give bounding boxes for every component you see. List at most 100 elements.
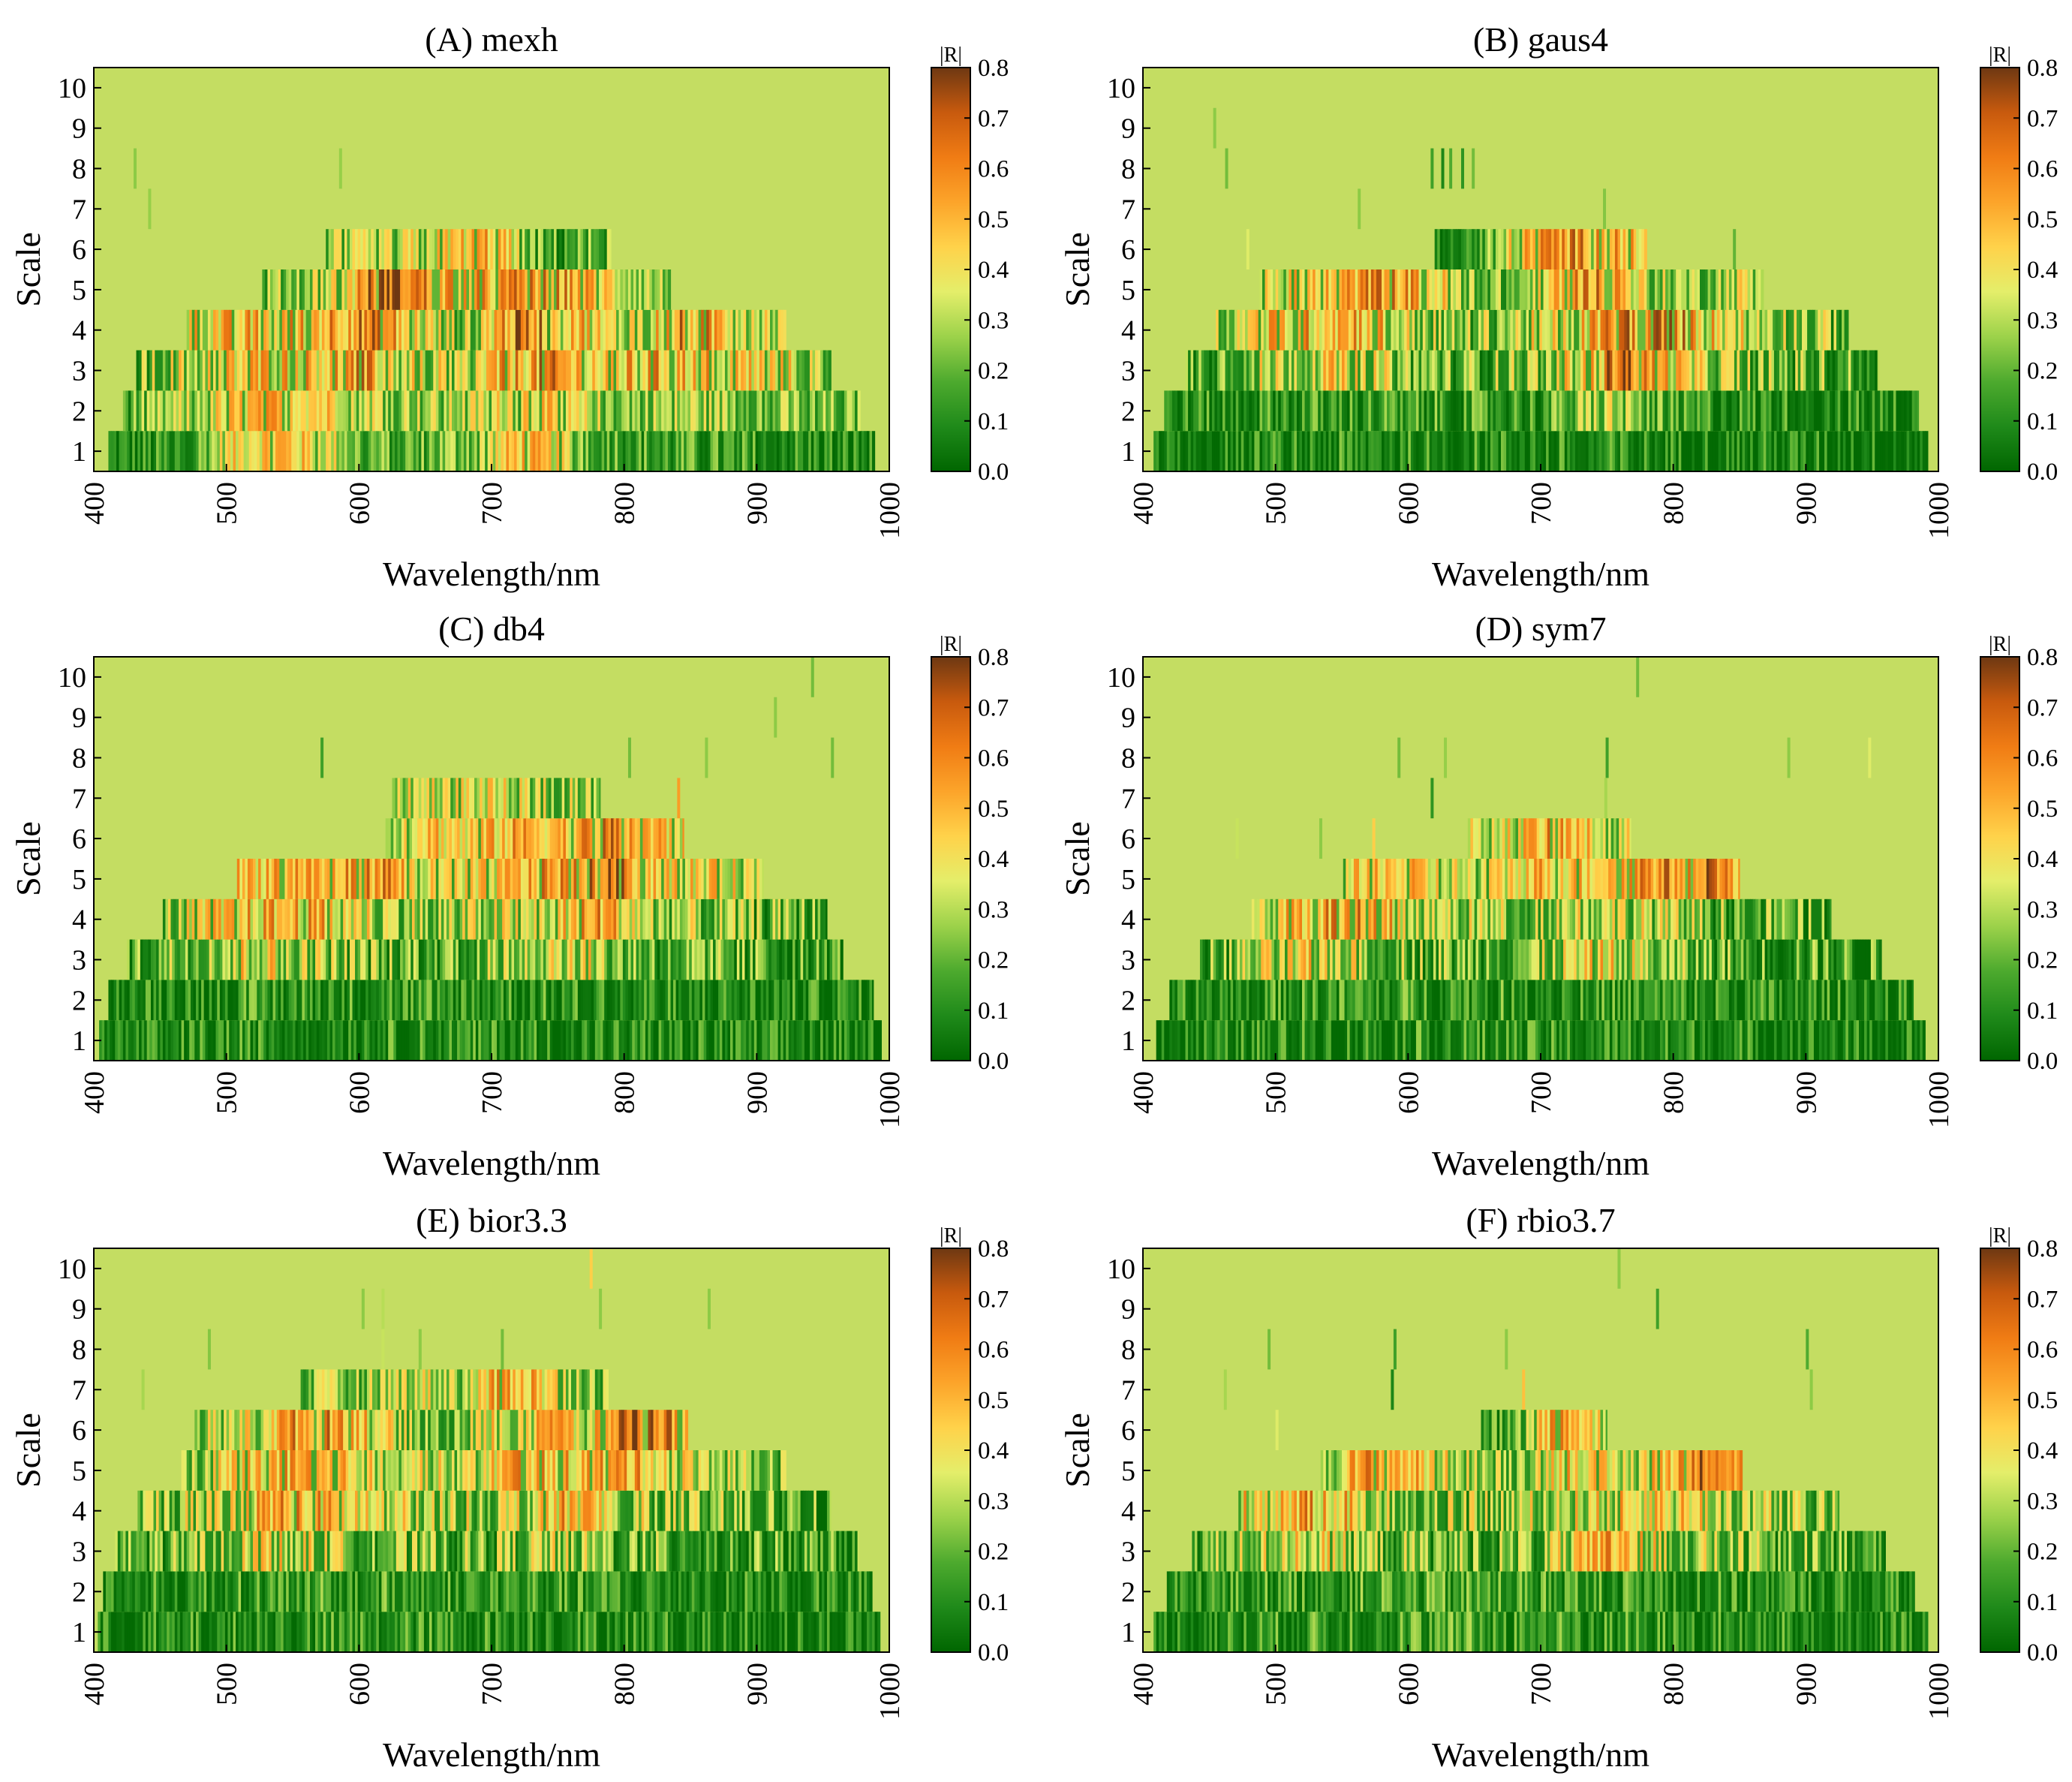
heatmap-cell	[1638, 431, 1642, 471]
heatmap-cell	[426, 229, 430, 269]
heatmap-cell	[1235, 1020, 1239, 1061]
heatmap-cell	[1356, 309, 1360, 351]
heatmap-cell	[507, 1020, 511, 1061]
heatmap-cell	[300, 309, 304, 351]
colorbar-tick-label: 0.6	[978, 745, 1009, 772]
heatmap-cell	[588, 939, 592, 980]
heatmap-cell	[1434, 229, 1438, 269]
heatmap-cell	[1161, 431, 1165, 471]
heatmap-cell	[1344, 431, 1348, 471]
heatmap-cell	[1315, 350, 1319, 391]
heatmap-cell	[571, 818, 575, 859]
heatmap-cell	[413, 431, 417, 471]
heatmap-cell	[1498, 431, 1502, 471]
heatmap-cell	[807, 1020, 810, 1061]
heatmap-cell	[1336, 980, 1340, 1021]
heatmap-cell	[308, 859, 312, 899]
heatmap-cell	[255, 390, 259, 432]
heatmap-cell	[1788, 309, 1792, 351]
heatmap-cell	[1216, 431, 1221, 471]
heatmap-cell	[1572, 431, 1576, 471]
heatmap-cell	[561, 980, 565, 1021]
heatmap-cell	[1547, 309, 1550, 351]
heatmap-cell	[230, 939, 234, 980]
y-tick-label: 3	[1121, 356, 1135, 387]
heatmap-cell	[525, 1020, 530, 1061]
heatmap-cell	[1304, 350, 1308, 391]
heatmap-cell	[613, 309, 617, 351]
heatmap-cell	[1636, 390, 1640, 432]
heatmap-cell	[1835, 350, 1839, 391]
heatmap-cell	[1328, 980, 1332, 1021]
heatmap-cell	[1689, 980, 1692, 1021]
heatmap-cell	[1445, 269, 1448, 310]
heatmap-cell	[1429, 431, 1433, 471]
heatmap-cell	[840, 431, 844, 471]
heatmap-cell	[730, 390, 734, 432]
heatmap-cell	[1740, 980, 1743, 1021]
heatmap-cell	[471, 229, 475, 269]
heatmap-cell	[1671, 309, 1676, 351]
heatmap-cell	[207, 1020, 212, 1061]
heatmap-cell	[528, 350, 532, 391]
heatmap-cell	[1211, 980, 1215, 1021]
heatmap-cell	[1463, 229, 1467, 269]
heatmap-cell	[316, 1020, 320, 1061]
heatmap-cell	[679, 859, 683, 899]
heatmap-cell	[305, 859, 309, 899]
heatmap-cell	[1899, 390, 1902, 432]
heatmap-cell	[1564, 229, 1568, 269]
heatmap-cell	[1270, 269, 1274, 310]
heatmap-cell	[847, 390, 850, 432]
heatmap-cell	[585, 778, 589, 819]
heatmap-cell	[457, 350, 461, 391]
heatmap-cell	[272, 980, 276, 1021]
heatmap-cell	[1830, 350, 1833, 391]
heatmap-cell	[1427, 431, 1430, 471]
heatmap-cell	[1397, 350, 1401, 391]
heatmap-cell	[321, 309, 325, 351]
heatmap-cell	[1605, 309, 1609, 351]
heatmap-cell	[1448, 980, 1451, 1021]
heatmap-cell	[1373, 350, 1377, 391]
heatmap-cell	[1331, 431, 1334, 471]
heatmap-cell	[677, 309, 681, 351]
heatmap-cell	[687, 350, 691, 391]
heatmap-cell	[311, 390, 314, 432]
heatmap-cell	[281, 350, 285, 391]
heatmap-cell	[281, 899, 285, 940]
heatmap-cell	[287, 899, 291, 940]
y-tick-label: 6	[72, 234, 86, 266]
heatmap-cell	[693, 350, 696, 391]
heatmap-cell	[1790, 350, 1794, 391]
heatmap-cell	[397, 939, 401, 980]
heatmap-cell	[426, 431, 430, 471]
heatmap-cell	[205, 390, 209, 432]
colorbar-tick-label: 0.4	[978, 257, 1009, 284]
heatmap-cell	[1392, 1020, 1396, 1061]
heatmap-cell	[462, 1020, 466, 1061]
heatmap-cell	[1536, 309, 1540, 351]
heatmap-cell	[466, 431, 470, 471]
heatmap-cell	[458, 269, 462, 310]
heatmap-cell	[213, 309, 217, 351]
heatmap-cell	[1601, 269, 1605, 310]
heatmap-cell	[1787, 1020, 1791, 1061]
heatmap-cell	[871, 1020, 874, 1061]
heatmap-cell	[478, 390, 482, 432]
colorbar-tick-label: 0.0	[2027, 459, 2058, 486]
heatmap-cell	[311, 350, 314, 391]
heatmap-cell	[1890, 390, 1894, 432]
heatmap-cell	[1556, 1020, 1560, 1061]
heatmap-cell	[1697, 390, 1701, 432]
heatmap-cell	[128, 1020, 132, 1061]
heatmap-cell	[176, 390, 179, 432]
heatmap-cell	[1484, 390, 1488, 432]
heatmap-cell	[714, 390, 717, 432]
heatmap-cell	[360, 939, 364, 980]
heatmap-cell	[1538, 269, 1541, 310]
heatmap-cell	[258, 859, 262, 899]
heatmap-cell	[520, 309, 524, 351]
heatmap-cell	[1519, 269, 1523, 310]
heatmap-cell	[1280, 431, 1284, 471]
